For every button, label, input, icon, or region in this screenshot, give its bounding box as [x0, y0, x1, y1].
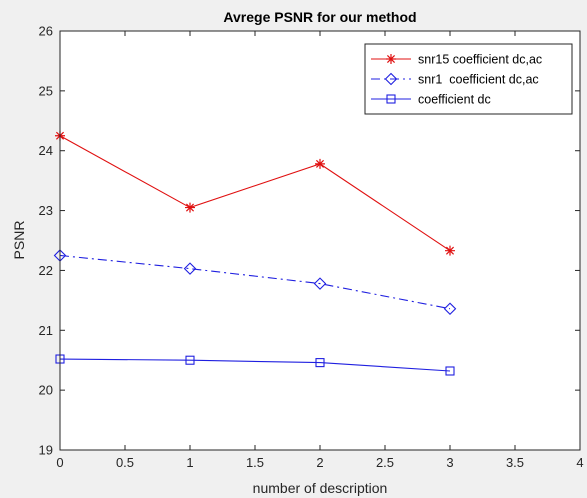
- x-tick-label: 0: [56, 455, 63, 470]
- data-point-1: [315, 158, 325, 169]
- y-tick-label: 21: [39, 323, 53, 338]
- legend-label: snr15 coefficient dc,ac: [418, 53, 542, 67]
- y-tick-label: 25: [39, 83, 53, 98]
- y-tick-label: 20: [39, 383, 53, 398]
- legend-swatch-marker: [386, 94, 396, 104]
- y-axis-title: PSNR: [11, 221, 27, 260]
- series-line-2: [59, 254, 451, 310]
- series-line-1: [59, 135, 451, 252]
- data-point-2: [313, 277, 327, 290]
- legend-swatch-marker: [384, 72, 398, 86]
- y-tick-label: 19: [39, 443, 53, 458]
- y-tick-label: 22: [39, 263, 53, 278]
- data-point-2: [183, 262, 197, 275]
- y-tick-label: 26: [39, 24, 53, 39]
- x-tick-label: 3.5: [506, 455, 524, 470]
- legend-swatch-marker: [386, 54, 396, 64]
- data-point-2: [443, 302, 457, 316]
- x-tick-label: 2.5: [376, 455, 394, 470]
- x-tick-label: 1: [186, 455, 193, 470]
- x-tick-label: 0.5: [116, 455, 134, 470]
- x-axis-title: number of description: [253, 480, 388, 496]
- y-tick-label: 23: [39, 203, 53, 218]
- data-point-3: [185, 355, 195, 365]
- y-tick-label: 24: [39, 143, 53, 158]
- data-point-1: [185, 202, 195, 213]
- legend-label: coefficient dc: [418, 93, 491, 107]
- x-tick-label: 3: [446, 455, 453, 470]
- axis-ticks: 0 0.5 1 1.5 2 2.5 3 3.5 4 19 20 21 22 23 24 25 26: [39, 24, 584, 471]
- x-tick-label: 1.5: [246, 455, 264, 470]
- data-point-3: [445, 366, 455, 376]
- plot-frame: [59, 30, 581, 451]
- x-tick-label: 2: [316, 455, 323, 470]
- legend: snr15 coefficient dc,ac snr1 coefficient …: [364, 43, 573, 115]
- data-point-1: [445, 245, 455, 256]
- series-line-3: [59, 358, 451, 372]
- legend-box: [364, 43, 573, 115]
- chart-title: Avrege PSNR for our method: [223, 9, 416, 25]
- data-point-3: [315, 358, 325, 368]
- x-tick-label: 4: [576, 455, 583, 470]
- legend-label: snr1 coefficient dc,ac: [418, 73, 539, 87]
